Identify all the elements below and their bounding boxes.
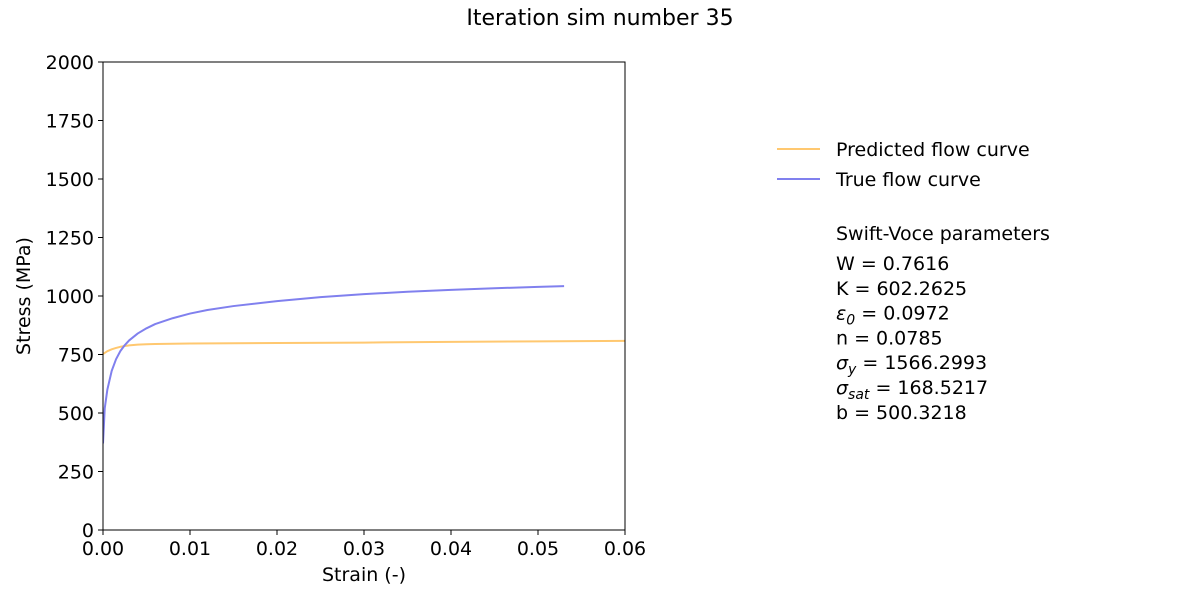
parameter-line: σy = 1566.2993 bbox=[836, 352, 987, 378]
y-axis-label: Stress (MPa) bbox=[13, 237, 35, 355]
parameter-line: n = 0.0785 bbox=[836, 327, 943, 349]
parameter-line: σsat = 168.5217 bbox=[836, 377, 988, 403]
series-line-predicted bbox=[103, 339, 625, 355]
x-tick-label: 0.01 bbox=[169, 538, 211, 560]
legend-label: Predicted flow curve bbox=[836, 139, 1030, 161]
y-axis-ticks: 0 250 500 750 1000 1250 1500 1750 2000 bbox=[46, 52, 103, 542]
y-tick-label: 1750 bbox=[46, 111, 94, 133]
legend: Predicted flow curve True flow curve bbox=[777, 139, 1030, 191]
parameter-annotation: Swift-Voce parameters W = 0.7616 K = 602.2… bbox=[836, 223, 1050, 424]
x-axis-label: Strain (-) bbox=[322, 564, 406, 586]
y-tick-label: 500 bbox=[58, 403, 94, 425]
y-tick-label: 1000 bbox=[46, 286, 94, 308]
parameter-line: ε0 = 0.0972 bbox=[836, 303, 950, 329]
x-tick-label: 0.03 bbox=[343, 538, 385, 560]
y-tick-label: 250 bbox=[58, 462, 94, 484]
y-tick-label: 1250 bbox=[46, 228, 94, 250]
annotation-heading: Swift-Voce parameters bbox=[836, 223, 1050, 245]
plot-area bbox=[102, 61, 626, 531]
x-tick-label: 0.02 bbox=[256, 538, 298, 560]
chart-title: Iteration sim number 35 bbox=[466, 6, 733, 31]
x-tick-label: 0.06 bbox=[604, 538, 646, 560]
legend-label: True flow curve bbox=[835, 169, 981, 191]
parameter-line: b = 500.3218 bbox=[836, 402, 967, 424]
x-tick-label: 0.05 bbox=[517, 538, 559, 560]
y-tick-label: 1500 bbox=[46, 169, 94, 191]
y-tick-label: 2000 bbox=[46, 52, 94, 74]
x-tick-label: 0.00 bbox=[82, 538, 124, 560]
parameter-line: W = 0.7616 bbox=[836, 253, 949, 275]
y-tick-label: 750 bbox=[58, 345, 94, 367]
y-tick-label: 0 bbox=[82, 520, 94, 542]
axes-frame bbox=[102, 61, 626, 531]
x-tick-label: 0.04 bbox=[430, 538, 472, 560]
series-line-true bbox=[103, 285, 565, 444]
x-axis-ticks: 0.00 0.01 0.02 0.03 0.04 0.05 0.06 bbox=[82, 530, 646, 560]
series-lines bbox=[103, 285, 625, 444]
parameter-line: K = 602.2625 bbox=[836, 278, 967, 300]
